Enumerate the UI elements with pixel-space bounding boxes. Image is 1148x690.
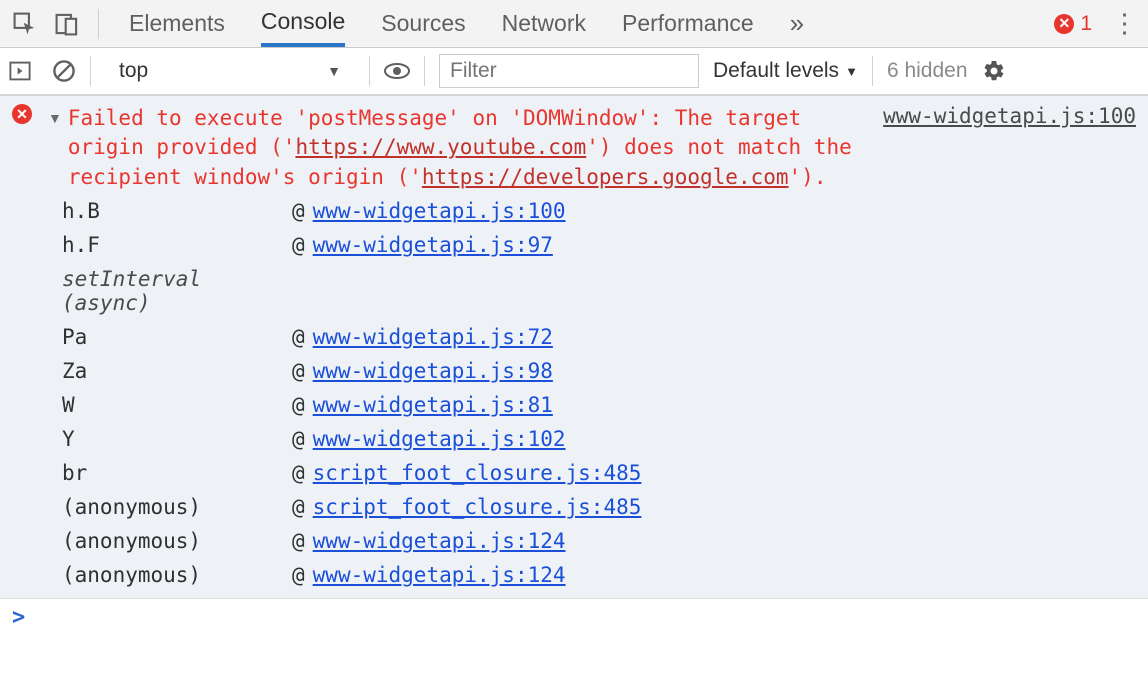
stack-function: (anonymous) [62,495,292,519]
at-symbol: @ [292,563,305,587]
stack-location-link[interactable]: www-widgetapi.js:97 [313,233,553,257]
console-messages: ✕ ▼ Failed to execute 'postMessage' on '… [0,96,1148,599]
chevron-down-icon: ▼ [327,63,341,79]
stack-function: W [62,393,292,417]
at-symbol: @ [292,495,305,519]
at-symbol: @ [292,233,305,257]
stack-location-link[interactable]: www-widgetapi.js:98 [313,359,553,383]
panel-tabs: Elements Console Sources Network Perform… [129,0,804,47]
chevron-down-icon: ▼ [845,64,858,79]
error-counter[interactable]: ✕ 1 [1054,12,1092,36]
tabs-overflow[interactable]: » [790,0,804,47]
stack-frame: W@ www-widgetapi.js:81 [0,388,1148,422]
separator [98,9,99,39]
stack-frame: Za@ www-widgetapi.js:98 [0,354,1148,388]
stack-location-link[interactable]: www-widgetapi.js:72 [313,325,553,349]
stack-location-link[interactable]: www-widgetapi.js:124 [313,529,566,553]
at-symbol: @ [292,529,305,553]
stack-location-link[interactable]: www-widgetapi.js:124 [313,563,566,587]
live-expression-icon[interactable] [384,61,410,81]
at-symbol: @ [292,393,305,417]
stack-location-link[interactable]: www-widgetapi.js:102 [313,427,566,451]
error-source-link[interactable]: www-widgetapi.js:100 [883,104,1136,128]
console-error-message: ✕ ▼ Failed to execute 'postMessage' on '… [0,98,1148,194]
error-text: Failed to execute 'postMessage' on 'DOMW… [68,104,863,192]
context-label: top [119,59,148,83]
inspect-element-icon[interactable] [12,11,38,37]
context-selector[interactable]: top ▼ [105,59,355,83]
console-prompt[interactable]: > [0,599,1148,635]
stack-function: setInterval (async) [62,267,292,315]
stack-trace: h.B@www-widgetapi.js:100h.F@www-widgetap… [0,194,1148,592]
error-url-2[interactable]: https://developers.google.com [422,165,789,189]
tab-network[interactable]: Network [502,0,586,47]
stack-function: h.F [62,233,292,257]
hidden-messages-count[interactable]: 6 hidden [887,59,968,83]
prompt-chevron-icon: > [12,605,25,630]
at-symbol: @ [292,427,305,451]
stack-function: h.B [62,199,292,223]
stack-frame: (anonymous)@ script_foot_closure.js:485 [0,490,1148,524]
levels-label: Default levels [713,59,839,83]
tab-performance[interactable]: Performance [622,0,754,47]
disclosure-triangle[interactable]: ▼ [48,110,62,126]
device-toolbar-icon[interactable] [54,11,80,37]
stack-frame: (anonymous)@ www-widgetapi.js:124 [0,558,1148,592]
at-symbol: @ [292,461,305,485]
separator [369,56,370,86]
clear-console-icon[interactable] [52,59,76,83]
stack-location-link[interactable]: script_foot_closure.js:485 [313,461,642,485]
devtools-tabstrip: Elements Console Sources Network Perform… [0,0,1148,48]
tab-elements[interactable]: Elements [129,0,225,47]
at-symbol: @ [292,325,305,349]
error-url-1[interactable]: https://www.youtube.com [295,135,586,159]
stack-function: Za [62,359,292,383]
stack-function: (anonymous) [62,563,292,587]
separator [90,56,91,86]
log-levels-selector[interactable]: Default levels ▼ [713,59,858,83]
toggle-sidebar-icon[interactable] [8,59,32,83]
at-symbol: @ [292,199,305,223]
error-count: 1 [1080,12,1092,36]
separator [424,56,425,86]
stack-frame: Pa@ www-widgetapi.js:72 [0,320,1148,354]
stack-function: Y [62,427,292,451]
tab-sources[interactable]: Sources [381,0,465,47]
stack-location-link[interactable]: www-widgetapi.js:81 [313,393,553,417]
stack-function: Pa [62,325,292,349]
tab-console[interactable]: Console [261,0,345,47]
filter-input[interactable] [439,54,699,88]
error-icon: ✕ [1054,14,1074,34]
error-icon: ✕ [12,104,32,124]
at-symbol: @ [292,359,305,383]
more-menu-icon[interactable]: ⋮ [1110,8,1140,39]
stack-frame: h.F@ www-widgetapi.js:97 [0,228,1148,262]
stack-function: (anonymous) [62,529,292,553]
stack-location-link[interactable]: script_foot_closure.js:485 [313,495,642,519]
stack-group: setInterval (async) [0,262,1148,320]
stack-frame: br@ script_foot_closure.js:485 [0,456,1148,490]
stack-location-link[interactable]: www-widgetapi.js:100 [313,199,566,223]
console-toolbar: top ▼ Default levels ▼ 6 hidden [0,48,1148,96]
stack-frame: Y@ www-widgetapi.js:102 [0,422,1148,456]
separator [872,56,873,86]
stack-frame: h.B@ www-widgetapi.js:100 [0,194,1148,228]
stack-function: br [62,461,292,485]
console-settings-icon[interactable] [982,59,1006,83]
stack-frame: (anonymous)@ www-widgetapi.js:124 [0,524,1148,558]
